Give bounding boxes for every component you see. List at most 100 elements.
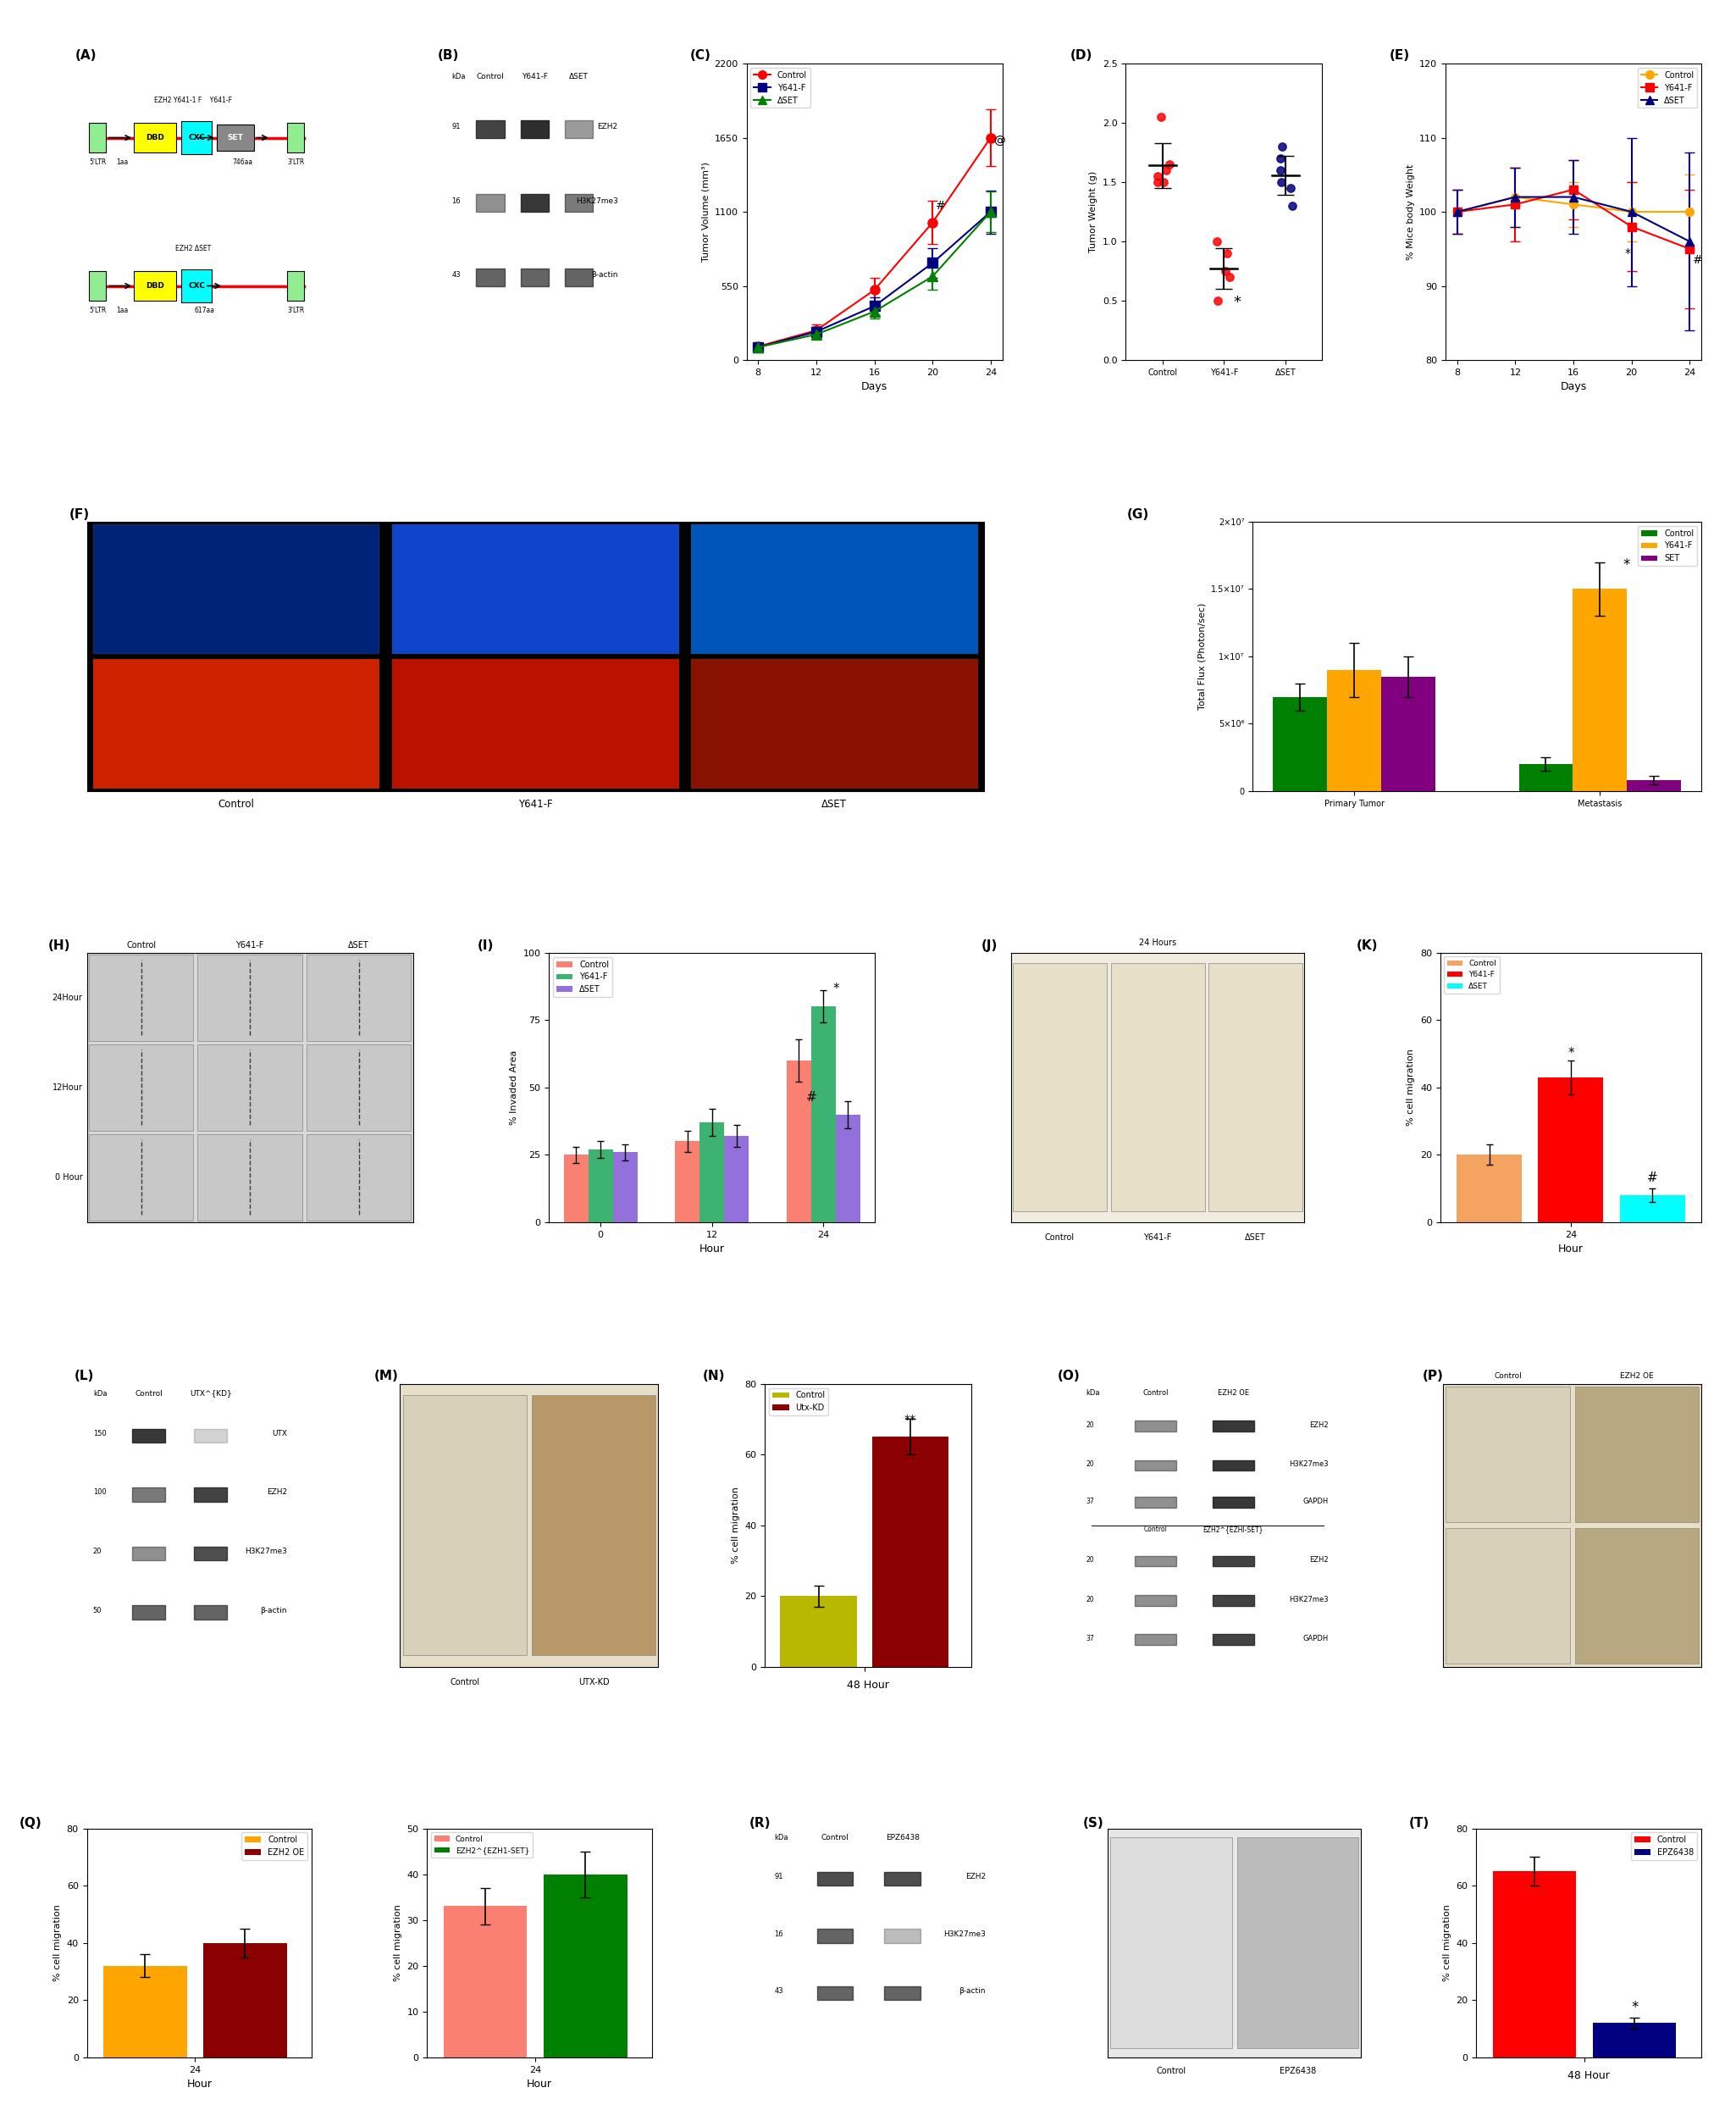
Text: ΔSET: ΔSET bbox=[821, 800, 847, 810]
Text: EZH2 OE: EZH2 OE bbox=[1620, 1372, 1654, 1379]
Bar bbox=[1446, 1527, 1569, 1663]
Text: 12Hour: 12Hour bbox=[52, 1084, 82, 1092]
Text: Control: Control bbox=[821, 1835, 849, 1841]
Text: ΔSET: ΔSET bbox=[1245, 1232, 1266, 1241]
Text: (A): (A) bbox=[75, 49, 97, 62]
Y-axis label: % cell migration: % cell migration bbox=[731, 1487, 740, 1563]
Text: 20: 20 bbox=[1087, 1595, 1094, 1603]
Bar bbox=[1135, 1421, 1177, 1432]
Text: *: * bbox=[1625, 246, 1630, 259]
Bar bbox=[132, 1487, 165, 1502]
Text: 50: 50 bbox=[94, 1606, 102, 1614]
Bar bbox=[392, 660, 679, 789]
Bar bbox=[1135, 1633, 1177, 1646]
Text: (N): (N) bbox=[703, 1370, 726, 1383]
Bar bbox=[818, 1987, 852, 2000]
Bar bbox=[1575, 1527, 1700, 1663]
Point bbox=[1154, 148, 1182, 182]
Bar bbox=[564, 193, 594, 212]
Legend: Control, EZH2^{EZH1-SET}: Control, EZH2^{EZH1-SET} bbox=[431, 1833, 533, 1858]
Bar bbox=[198, 1135, 302, 1220]
Text: kDa: kDa bbox=[1087, 1389, 1101, 1396]
X-axis label: Hour: Hour bbox=[1559, 1243, 1583, 1256]
Text: 20: 20 bbox=[1087, 1421, 1094, 1430]
Bar bbox=[884, 1930, 920, 1943]
Text: ΔSET: ΔSET bbox=[349, 942, 370, 948]
Text: H3K27me3: H3K27me3 bbox=[1290, 1461, 1328, 1468]
Text: EZH2: EZH2 bbox=[1309, 1421, 1328, 1430]
Legend: Control, Y641-F, ΔSET: Control, Y641-F, ΔSET bbox=[1637, 68, 1698, 108]
Point bbox=[1147, 100, 1175, 134]
Text: *: * bbox=[1623, 558, 1630, 573]
Bar bbox=[89, 123, 106, 153]
Text: EZH2 Y641-1 F    Y641-F: EZH2 Y641-1 F Y641-F bbox=[155, 95, 233, 104]
Bar bbox=[1328, 670, 1382, 791]
Bar bbox=[786, 1060, 811, 1222]
Text: Control: Control bbox=[1142, 1389, 1168, 1396]
Bar bbox=[307, 1044, 411, 1130]
Text: (L): (L) bbox=[75, 1370, 94, 1383]
Text: 0 Hour: 0 Hour bbox=[56, 1173, 82, 1181]
Bar bbox=[691, 524, 977, 653]
Bar bbox=[203, 1943, 286, 2057]
Bar bbox=[521, 193, 549, 212]
Bar bbox=[132, 1546, 165, 1561]
Text: (I): (I) bbox=[477, 940, 493, 952]
Bar bbox=[884, 1873, 920, 1886]
Text: EPZ6438: EPZ6438 bbox=[885, 1835, 920, 1841]
Text: (M): (M) bbox=[375, 1370, 399, 1383]
X-axis label: Days: Days bbox=[1561, 382, 1587, 392]
Y-axis label: Tumor Volume (mm³): Tumor Volume (mm³) bbox=[701, 161, 710, 261]
Text: 16: 16 bbox=[774, 1930, 783, 1939]
Text: GAPDH: GAPDH bbox=[1304, 1497, 1328, 1506]
Point bbox=[1203, 284, 1231, 318]
Text: EZH2 OE: EZH2 OE bbox=[1217, 1389, 1248, 1396]
Bar bbox=[818, 1930, 852, 1943]
Bar bbox=[181, 269, 212, 301]
Bar bbox=[194, 1606, 227, 1620]
Bar bbox=[1538, 1077, 1604, 1222]
Bar bbox=[811, 1007, 835, 1222]
Bar bbox=[1594, 2023, 1677, 2057]
Text: EZH2^{EZHI-SET}: EZH2^{EZHI-SET} bbox=[1203, 1525, 1264, 1533]
Text: Control: Control bbox=[127, 942, 156, 948]
Text: 3'LTR: 3'LTR bbox=[286, 308, 304, 314]
Text: β-actin: β-actin bbox=[958, 1987, 986, 1996]
Point bbox=[1213, 235, 1241, 269]
Bar bbox=[444, 1907, 528, 2057]
Bar bbox=[1212, 1555, 1253, 1567]
Bar bbox=[1493, 1871, 1576, 2057]
Text: UTX^{KD}: UTX^{KD} bbox=[189, 1389, 231, 1398]
Bar bbox=[307, 1135, 411, 1220]
Bar bbox=[1208, 963, 1302, 1211]
Text: 37: 37 bbox=[1087, 1497, 1094, 1506]
Text: 43: 43 bbox=[774, 1987, 783, 1996]
Text: kDa: kDa bbox=[94, 1389, 108, 1398]
Bar bbox=[1620, 1196, 1686, 1222]
Text: *: * bbox=[1233, 295, 1241, 310]
Text: *: * bbox=[1568, 1048, 1575, 1060]
Point bbox=[1149, 165, 1177, 199]
Y-axis label: % cell migration: % cell migration bbox=[1406, 1050, 1415, 1126]
Text: (D): (D) bbox=[1071, 49, 1092, 62]
Point bbox=[1153, 153, 1180, 187]
Bar bbox=[724, 1137, 748, 1222]
Bar bbox=[1212, 1633, 1253, 1646]
Text: Y641-F: Y641-F bbox=[517, 800, 552, 810]
Bar bbox=[521, 267, 549, 286]
Legend: Control, Y641-F, ΔSET: Control, Y641-F, ΔSET bbox=[750, 68, 811, 108]
Bar bbox=[564, 267, 594, 286]
Text: #: # bbox=[1693, 255, 1703, 267]
Bar bbox=[675, 1141, 700, 1222]
Bar bbox=[818, 1873, 852, 1886]
Text: **: ** bbox=[904, 1413, 917, 1425]
Point bbox=[1144, 159, 1172, 193]
Bar bbox=[1111, 1837, 1233, 2049]
Text: (O): (O) bbox=[1057, 1370, 1080, 1383]
Bar bbox=[89, 954, 193, 1041]
Text: GAPDH: GAPDH bbox=[1304, 1635, 1328, 1642]
Legend: Control, Y641-F, ΔSET: Control, Y641-F, ΔSET bbox=[1444, 957, 1500, 993]
Point bbox=[1269, 129, 1297, 163]
Text: CXC: CXC bbox=[187, 282, 205, 291]
Bar bbox=[181, 121, 212, 155]
